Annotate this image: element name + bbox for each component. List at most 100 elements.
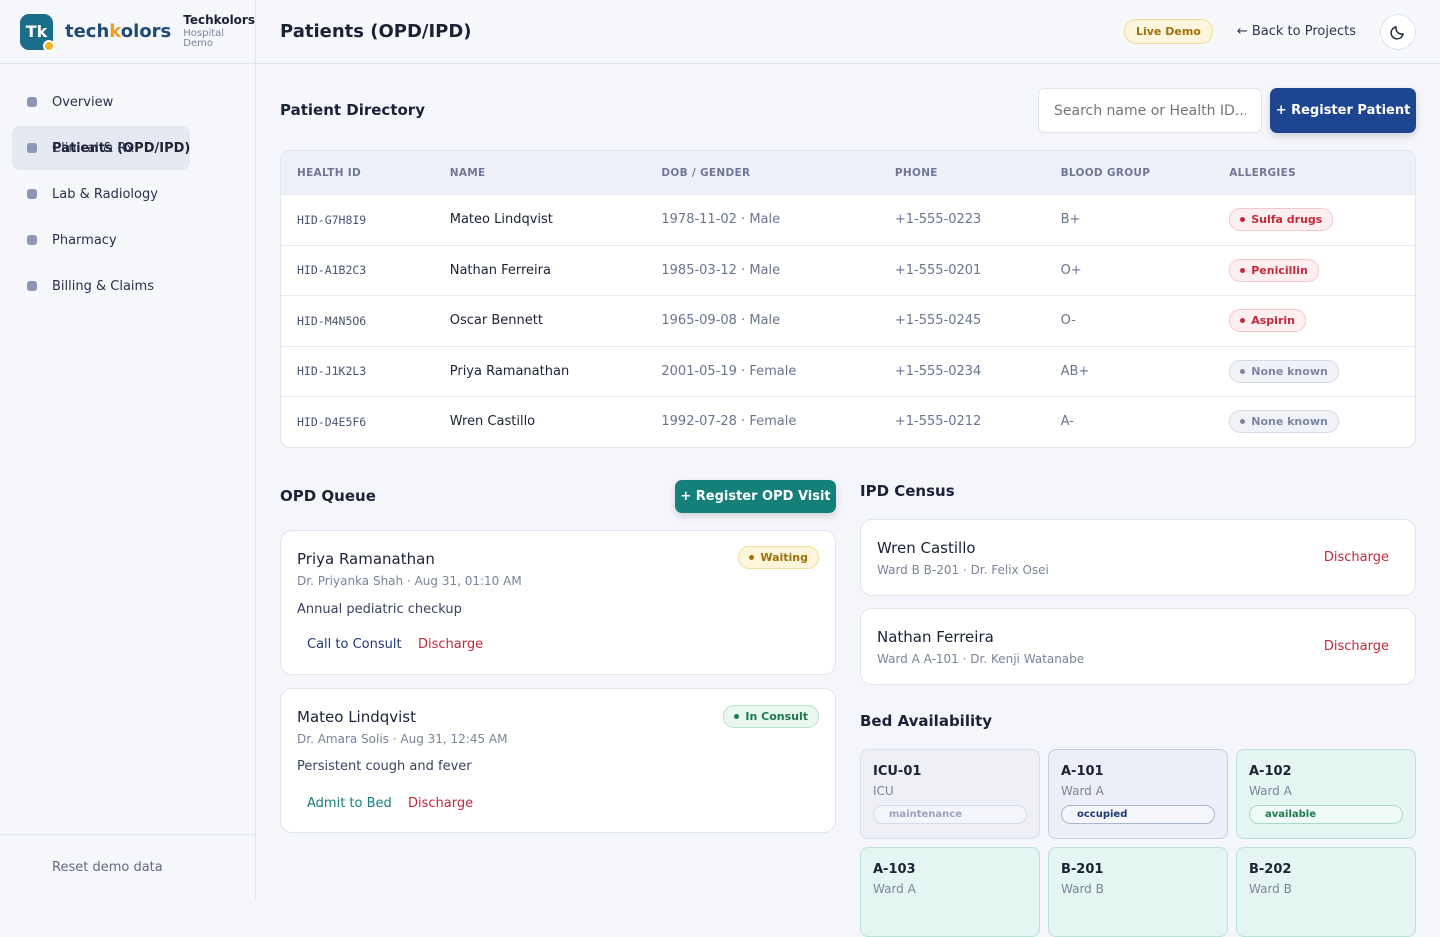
bed-status: available [1249, 805, 1403, 824]
bed-card: A-101 Ward A occupied [1048, 749, 1228, 839]
cell: Oscar Bennett [433, 295, 646, 346]
nav-item[interactable]: Pharmacy [12, 218, 243, 262]
register-patient-button[interactable]: + Register Patient [1270, 88, 1416, 133]
brand: Tk techkolors Techkolors Hospital Demo [0, 0, 255, 64]
cell: Wren Castillo [433, 396, 646, 447]
org-name: Techkolors [183, 13, 255, 27]
bed-ward: Ward B [1061, 882, 1104, 896]
column-header: DOB / GENDER [645, 151, 879, 194]
discharge-action[interactable]: Discharge [1323, 550, 1389, 565]
visit-meta: Dr. Amara Solis · Aug 31, 12:45 AM [297, 732, 508, 746]
column-header: ALLERGIES [1213, 151, 1415, 194]
visit-reason: Annual pediatric checkup [297, 602, 462, 617]
opd-card: Mateo Lindqvist Dr. Amara Solis · Aug 31,… [280, 688, 836, 833]
bed-ward: Ward B [1249, 882, 1292, 896]
section-title: Bed Availability [860, 712, 993, 730]
patient-table: HEALTH ID NAME DOB / GENDER PHONE BLOOD GROU… [280, 150, 1416, 448]
cell: Penicillin [1213, 244, 1415, 296]
cell: +1-555-0201 [878, 244, 1045, 296]
discharge-action[interactable]: Discharge [1323, 639, 1389, 654]
card-action[interactable]: Admit to Bed [307, 796, 392, 811]
admission-meta: Ward B B-201 · Dr. Felix Osei [877, 563, 1049, 577]
nav-item[interactable]: Patients (OPD/IPD) [12, 126, 191, 170]
cell: +1-555-0223 [878, 194, 1045, 245]
nav-item[interactable]: Clinical & Rx [12, 126, 243, 170]
card-action[interactable]: Call to Consult [307, 637, 402, 652]
section-title: Patient Directory [280, 101, 425, 119]
bed-card: B-202 Ward B [1236, 847, 1416, 937]
logo: Tk [20, 13, 55, 52]
allergy-pill: Penicillin [1229, 258, 1319, 282]
patient-name: Mateo Lindqvist [297, 708, 417, 726]
patient-name: Wren Castillo [877, 539, 976, 557]
nav-item[interactable]: Lab & Radiology [12, 172, 243, 216]
table-row: HID-M4N5O6 Oscar Bennett 1965-09-08 · Male… [281, 295, 1415, 346]
wordmark-part: tech [64, 21, 110, 42]
card-action[interactable]: Discharge [408, 796, 474, 811]
theme-toggle[interactable] [1380, 13, 1416, 50]
bed-card: A-103 Ward A [860, 847, 1040, 937]
ipd-card: Nathan Ferreira Ward A A-101 · Dr. Kenji … [860, 608, 1416, 685]
cell: Nathan Ferreira [433, 244, 646, 296]
cell: None known [1213, 345, 1415, 397]
page: Patients (OPD/IPD) { "sidebar": { "logo"… [0, 0, 1440, 900]
cell: 2001-05-19 · Female [645, 345, 879, 397]
table-row: HID-G7H8I9 Mateo Lindqvist 1978-11-02 · Ma… [281, 194, 1415, 245]
cell: HID-D4E5F6 [281, 396, 434, 447]
cell: HID-J1K2L3 [281, 345, 434, 397]
table-row: HID-D4E5F6 Wren Castillo 1992-07-28 · Fema… [281, 396, 1415, 447]
moon-icon [1390, 25, 1404, 40]
cell: 1978-11-02 · Male [645, 194, 879, 245]
cell: HID-A1B2C3 [281, 244, 434, 296]
table-row: HID-J1K2L3 Priya Ramanathan 2001-05-19 · F… [281, 345, 1415, 397]
cell: +1-555-0234 [878, 345, 1045, 397]
section-title: OPD Queue [280, 487, 376, 505]
nav-item[interactable]: Billing & Claims [12, 264, 243, 308]
column-header: BLOOD GROUP [1044, 151, 1214, 194]
back-link[interactable]: ← Back to Projects [1236, 24, 1356, 39]
allergy-pill: Aspirin [1229, 309, 1306, 333]
cell: B+ [1044, 194, 1214, 245]
ipd-card: Wren Castillo Ward B B-201 · Dr. Felix Os… [860, 519, 1416, 596]
reset-button[interactable]: Reset demo data [0, 834, 255, 900]
org-sub: Hospital Demo [183, 28, 225, 49]
bed-id: B-202 [1249, 862, 1292, 877]
wordmark: techkolors [65, 21, 171, 42]
wordmark-part: k [109, 21, 121, 42]
nav: Overview Patients (OPD/IPD) Clinical & Rx L… [0, 64, 255, 326]
bed-card: ICU-01 ICU maintenance [860, 749, 1040, 839]
bed-id: A-103 [873, 862, 916, 877]
patient-name: Priya Ramanathan [297, 550, 435, 568]
cell: +1-555-0212 [878, 396, 1045, 447]
card-action[interactable]: Discharge [418, 637, 484, 652]
column-header: NAME [433, 151, 646, 194]
nav-item[interactable]: Overview [12, 80, 243, 124]
register-opd-button[interactable]: + Register OPD Visit [675, 480, 836, 513]
admission-meta: Ward A A-101 · Dr. Kenji Watanabe [877, 652, 1085, 666]
cell: A- [1044, 396, 1214, 447]
column-header: HEALTH ID [281, 151, 434, 194]
visit-reason: Persistent cough and fever [297, 759, 472, 774]
cell: HID-M4N5O6 [281, 295, 434, 346]
bed-ward: Ward A [873, 882, 916, 896]
table-row: HID-A1B2C3 Nathan Ferreira 1985-03-12 · Ma… [281, 244, 1415, 296]
cell: Priya Ramanathan [433, 345, 646, 397]
org: Techkolors Hospital Demo [183, 14, 255, 49]
cell: O- [1044, 295, 1214, 346]
bed-card: A-102 Ward A available [1236, 749, 1416, 839]
cell: Mateo Lindqvist [433, 194, 646, 245]
cell: 1965-09-08 · Male [645, 295, 879, 346]
opd-card: Priya Ramanathan Dr. Priyanka Shah · Aug … [280, 530, 836, 675]
bed-ward: ICU [873, 784, 894, 798]
status-pill: Waiting [738, 546, 819, 569]
wordmark-part: olors [120, 21, 172, 42]
bed-id: A-101 [1061, 764, 1104, 779]
status-pill: In Consult [723, 705, 819, 728]
cell: 1985-03-12 · Male [645, 244, 879, 296]
bed-id: B-201 [1061, 862, 1104, 877]
search-input[interactable] [1038, 88, 1262, 133]
body: Tk techkolors Techkolors Hospital Demo Ov… [0, 0, 1440, 900]
page-title: Patients (OPD/IPD) [280, 21, 472, 42]
cell: Aspirin [1213, 295, 1415, 346]
section-title: IPD Census [860, 482, 955, 500]
